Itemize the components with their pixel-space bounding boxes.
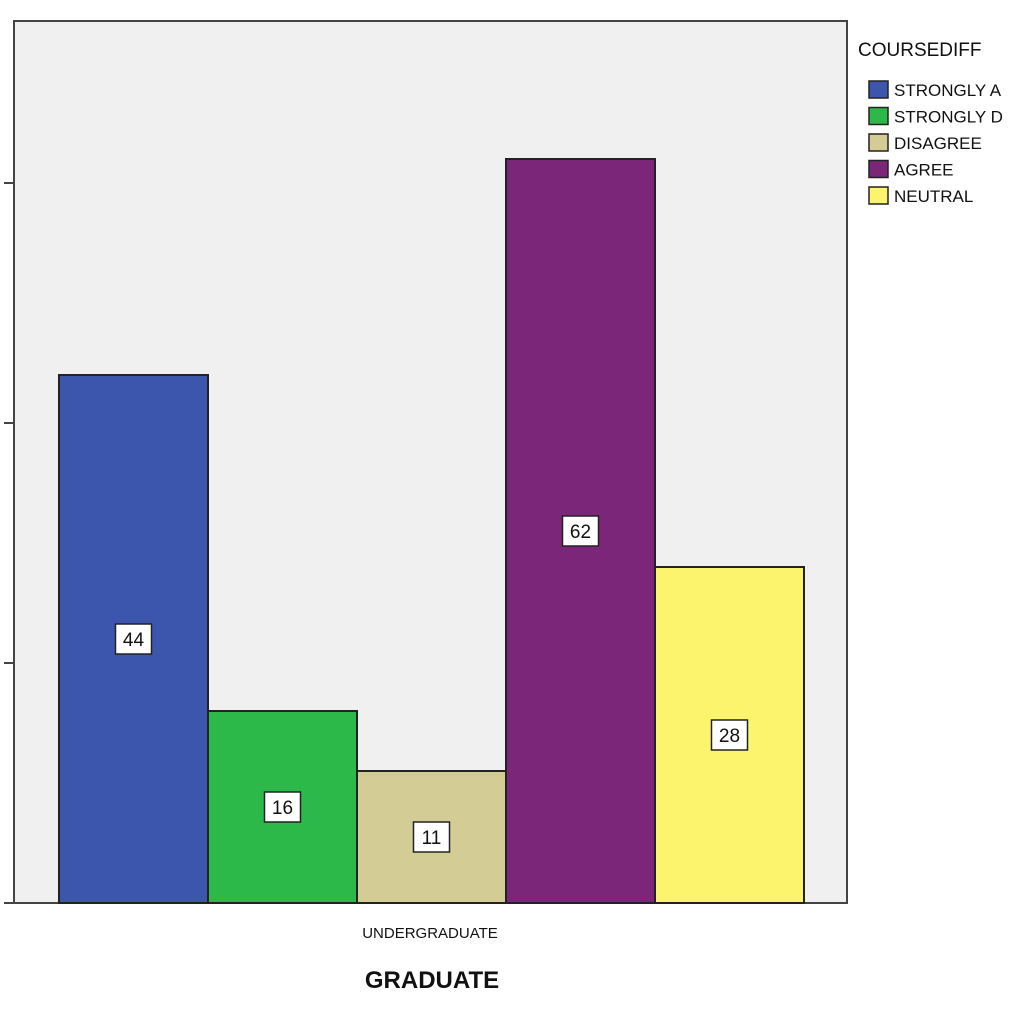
data-label: 44 (123, 630, 145, 651)
legend-item-label: NEUTRAL (894, 187, 973, 206)
data-label-box (710, 719, 749, 751)
legend-swatch (868, 159, 889, 179)
legend-item-label: STRONGLY D (894, 108, 1003, 127)
legend-swatch (868, 133, 889, 152)
data-label: 28 (719, 726, 740, 747)
y-axis-ticks (4, 182, 14, 904)
legend-title: COURSEDIFF (858, 40, 982, 61)
legend-item-label: STRONGLY A (894, 81, 1002, 100)
bar-data-labels: 44 16 11 62 28 (114, 515, 749, 853)
data-label: 11 (422, 828, 442, 849)
data-label-box (412, 821, 451, 853)
legend-item-label: DISAGREE (894, 134, 982, 153)
data-label: 16 (272, 798, 293, 819)
legend-swatch (868, 186, 889, 205)
legend-swatch (868, 80, 889, 99)
x-axis-title: GRADUATE (365, 967, 499, 994)
legend-item-label: AGREE (894, 161, 954, 180)
data-label-box (114, 623, 153, 655)
data-label-box (561, 515, 600, 547)
category-label: UNDERGRADUATE (362, 925, 498, 942)
legend-swatch (868, 106, 889, 126)
data-label-box (263, 791, 302, 823)
legend: COURSEDIFF STRONGLY A STRONGLY D DISAGREE A… (858, 40, 1003, 206)
data-label: 62 (570, 522, 591, 543)
